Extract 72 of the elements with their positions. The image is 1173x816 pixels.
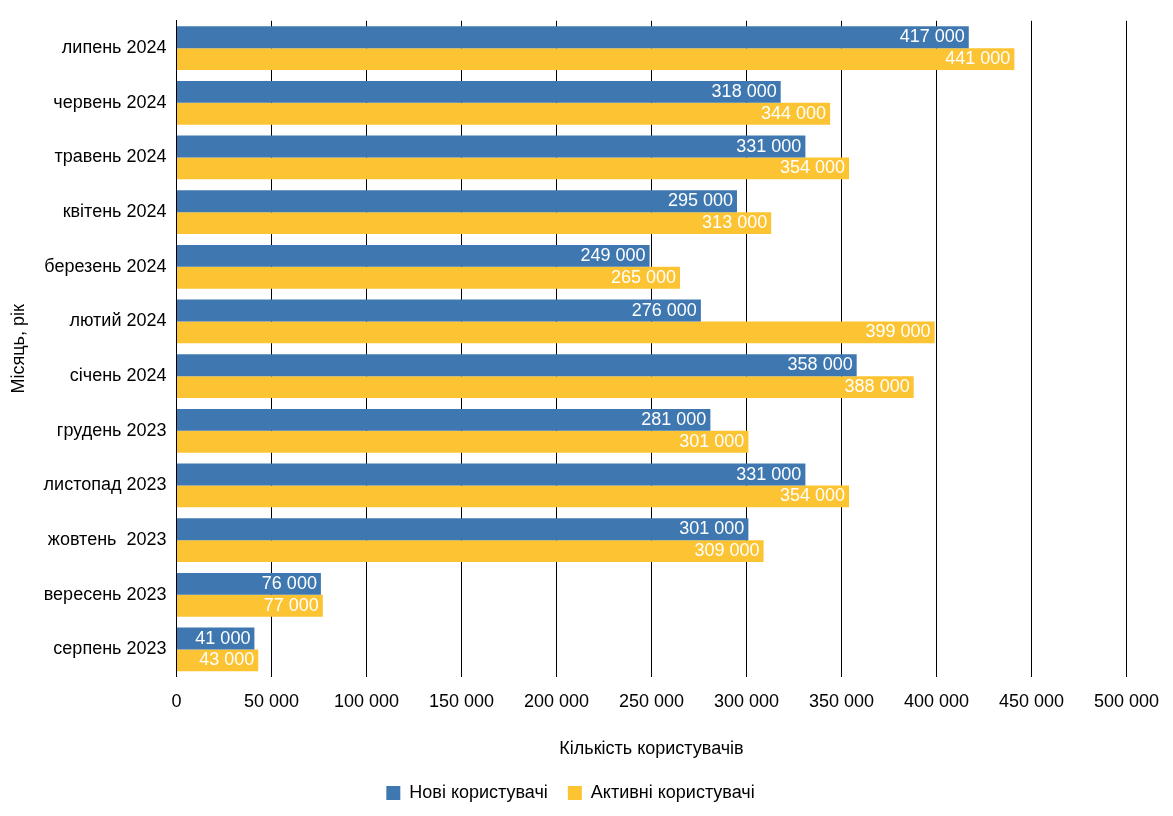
- bar: [177, 26, 969, 49]
- bar: [177, 463, 806, 486]
- bar: [177, 212, 772, 234]
- y-tick-label: травень 2024: [54, 146, 167, 167]
- bar: [177, 485, 850, 508]
- bar: [177, 157, 850, 180]
- bar: [177, 135, 806, 158]
- x-tick-label: 500 000: [1093, 690, 1160, 711]
- y-tick-label: липень 2024: [61, 37, 167, 58]
- data-label: 301 000: [679, 518, 745, 539]
- data-label: 313 000: [702, 212, 768, 233]
- legend-label: Нові користувачі: [409, 781, 548, 802]
- data-label: 441 000: [945, 48, 1011, 69]
- y-tick-label: лютий 2024: [69, 310, 167, 331]
- x-tick-label: 100 000: [333, 690, 400, 711]
- x-tick-label: 50 000: [243, 690, 300, 711]
- data-label: 249 000: [580, 244, 646, 265]
- x-tick-label: 0: [171, 690, 182, 711]
- bar: [177, 266, 680, 289]
- data-label: 77 000: [263, 594, 319, 615]
- y-tick-label: березень 2024: [44, 255, 167, 276]
- data-label: 358 000: [787, 354, 853, 375]
- x-tick-label: 350 000: [808, 690, 875, 711]
- bar: [177, 540, 764, 562]
- data-label: 388 000: [844, 376, 910, 397]
- data-label: 399 000: [865, 321, 931, 342]
- bar: [177, 48, 1015, 70]
- x-tick-label: 250 000: [618, 690, 685, 711]
- x-tick-label: 150 000: [428, 690, 495, 711]
- data-label: 318 000: [711, 80, 777, 101]
- y-tick-label: жовтень 2023: [47, 529, 167, 550]
- x-tick-label: 400 000: [903, 690, 970, 711]
- data-label: 276 000: [631, 299, 697, 320]
- y-axis-title: Місяць, рік: [7, 304, 28, 394]
- bar: [177, 102, 831, 125]
- data-label: 76 000: [261, 572, 317, 593]
- data-label: 417 000: [899, 26, 965, 47]
- data-label: 265 000: [610, 266, 676, 287]
- bar: [177, 594, 323, 617]
- data-label: 354 000: [780, 157, 846, 178]
- bar: [177, 321, 935, 344]
- y-tick-label: вересень 2023: [43, 583, 167, 604]
- x-tick-label: 450 000: [998, 690, 1065, 711]
- bar: [177, 376, 914, 398]
- bar: [177, 408, 711, 431]
- data-label: 281 000: [641, 408, 707, 429]
- bar: [177, 518, 749, 541]
- legend-label: Активні користувачі: [590, 781, 755, 802]
- bar: [177, 80, 781, 103]
- data-label: 331 000: [736, 463, 802, 484]
- data-label: 331 000: [736, 135, 802, 156]
- bar: [177, 190, 737, 213]
- y-tick-label: грудень 2023: [56, 419, 167, 440]
- y-tick-label: червень 2024: [53, 91, 167, 112]
- data-label: 301 000: [679, 430, 745, 451]
- y-tick-label: січень 2024: [69, 365, 167, 386]
- bar: [177, 354, 857, 377]
- bar: [177, 299, 701, 322]
- bar: [177, 244, 650, 267]
- y-tick-label: серпень 2023: [53, 638, 167, 659]
- data-label: 43 000: [199, 649, 255, 670]
- x-tick-label: 300 000: [713, 690, 780, 711]
- y-tick-label: листопад 2023: [43, 474, 167, 495]
- data-label: 354 000: [780, 485, 846, 506]
- bar: [177, 430, 749, 453]
- x-tick-label: 200 000: [523, 690, 590, 711]
- x-axis-title: Кількість користувачів: [559, 738, 744, 759]
- data-label: 295 000: [667, 190, 733, 211]
- y-tick-label: квітень 2024: [62, 201, 167, 222]
- data-label: 41 000: [195, 627, 251, 648]
- data-label: 309 000: [694, 540, 760, 561]
- data-label: 344 000: [761, 102, 827, 123]
